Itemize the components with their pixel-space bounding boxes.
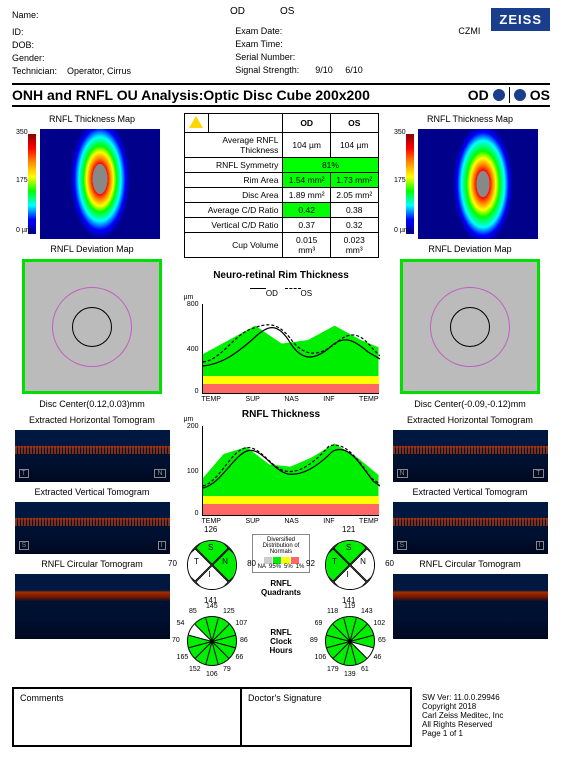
clock-hours-od: 145125107866679106152165705485 [180,609,244,673]
heatmap-od [40,129,160,239]
rnfl-thickness-map-os: 350 175 0 µm [402,129,538,239]
rnfl-thickness-map-od: 350 175 0 µm [24,129,160,239]
zeiss-logo: ZEISS [491,8,550,31]
title-od: OD [468,87,489,103]
quadrants-od: 126 70 80 141 SNTI [180,533,244,597]
title-separator [509,87,510,103]
signal-os: 6/10 [345,65,363,75]
params-od-hdr: OD [283,114,331,133]
deviation-map-od [22,259,162,394]
tech-label: Technician: [12,66,67,76]
disc-center-os: Disc Center(-0.09,-0.12)mm [414,399,526,409]
distribution-legend: Diversified Distribution of Normals NA95… [252,534,310,573]
instrument: CZMI [458,26,480,36]
warning-icon [189,116,203,128]
patient-header: Name: ID: DOB: Gender: Technician:Operat… [12,10,550,79]
gender-label: Gender: [12,53,67,63]
report-title-bar: ONH and RNFL OU Analysis:Optic Disc Cube… [12,83,550,107]
dev-map-title-os: RNFL Deviation Map [428,244,511,254]
name-label: Name: [12,10,67,20]
params-os-hdr: OS [330,114,378,133]
chart-legend: OD OS [250,289,312,298]
od-top: OD [230,6,245,17]
quadrants-label: RNFL Quadrants [252,579,310,597]
rnfl-map-title-os: RNFL Thickness Map [427,114,513,124]
exam-date-label: Exam Date: [235,26,315,36]
disc-center-od: Disc Center(0.12,0.03)mm [39,399,145,409]
ext-v-title-os: Extracted Vertical Tomogram [413,487,528,497]
colorbar-od: 350 175 0 µm [24,129,38,239]
tech-value: Operator, Cirrus [67,66,131,76]
cb-mid: 175 [16,177,28,184]
deviation-map-os [400,259,540,394]
circ-title-os: RNFL Circular Tomogram [419,559,521,569]
signal-od: 9/10 [315,65,333,75]
dob-label: DOB: [12,40,67,50]
os-top: OS [280,6,294,17]
clock-hours-os: 1191431026546611391791068969118 [318,609,382,673]
serial-label: Serial Number: [235,52,315,62]
footer-metadata: SW Ver: 11.0.0.29946 Copyright 2018 Carl… [412,687,550,747]
heatmap-os [418,129,538,239]
os-dot-icon [514,89,526,101]
ext-h-title-os: Extracted Horizontal Tomogram [407,415,533,425]
rnfl-chart-title: RNFL Thickness [242,409,320,420]
signal-label: Signal Strength: [235,65,315,75]
title-os: OS [530,87,550,103]
quadrants-os: 121 92 60 141 SNTI [318,533,382,597]
vertical-tomogram-os: SI [393,502,548,554]
vertical-tomogram-od: SI [15,502,170,554]
parameters-table: ODOS Average RNFL Thickness104 µm104 µmR… [184,113,379,258]
circular-tomogram-os [393,574,548,639]
signature-box: Doctor's Signature [242,687,412,747]
ext-h-title-od: Extracted Horizontal Tomogram [29,415,155,425]
ext-v-title-od: Extracted Vertical Tomogram [35,487,150,497]
rim-thickness-chart: µm 800 400 0 TEMPSUPNASINFTEMP [184,304,379,403]
exam-time-label: Exam Time: [235,39,315,49]
od-dot-icon [493,89,505,101]
cb-max: 350 [16,129,28,136]
rim-od-curve [203,328,380,366]
comments-box: Comments [12,687,242,747]
horizontal-tomogram-od: TN [15,430,170,482]
colorbar-os: 350 175 0 µm [402,129,416,239]
circ-title-od: RNFL Circular Tomogram [41,559,143,569]
cb-min: 0 µm [16,227,32,234]
horizontal-tomogram-os: NT [393,430,548,482]
circular-tomogram-od [15,574,170,639]
id-label: ID: [12,27,67,37]
rnfl-thickness-chart: µm 200 100 0 TEMPSUPNASINFTEMP [184,426,379,525]
rim-chart-title: Neuro-retinal Rim Thickness [213,270,349,281]
dev-map-title-od: RNFL Deviation Map [50,244,133,254]
report-title: ONH and RNFL OU Analysis:Optic Disc Cube… [12,87,370,103]
rnfl-map-title-od: RNFL Thickness Map [49,114,135,124]
clock-label: RNFL Clock Hours [252,628,310,655]
